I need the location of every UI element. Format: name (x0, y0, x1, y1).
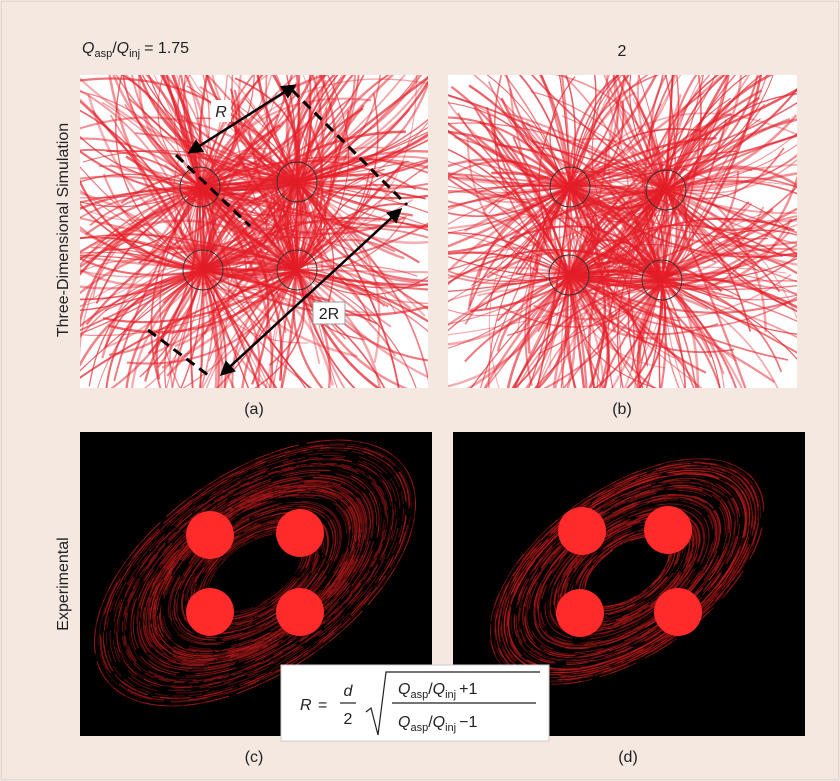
formula-eq: = (318, 697, 327, 714)
port-blob (644, 506, 692, 554)
two-r-label: 2R (319, 306, 339, 323)
formula-lhs: R (300, 697, 312, 714)
ratio-label-b: 2 (618, 43, 627, 60)
port-blob (186, 511, 234, 559)
panel-label: (c) (245, 749, 264, 766)
panel-label: (d) (618, 749, 638, 766)
formula: R = d 2 Qasp/Qinj+1 Qasp/Qinj−1 (281, 665, 549, 741)
panel-label: (a) (244, 401, 264, 418)
row-label: Three-Dimensional Simulation (55, 123, 72, 337)
formula-d: d (344, 683, 354, 700)
row-label: Experimental (55, 537, 72, 630)
r-label: R (215, 104, 227, 121)
port-blob (186, 588, 234, 636)
figure: R 2R Qasp/Qinj= 1.75 2 Three-Dimensional… (0, 0, 840, 781)
port-blob (276, 588, 324, 636)
formula-two: 2 (344, 711, 353, 728)
port-blob (558, 507, 606, 555)
port-blob (556, 589, 604, 637)
panel-label: (b) (612, 401, 632, 418)
port-blob (654, 588, 702, 636)
port-blob (276, 509, 324, 557)
